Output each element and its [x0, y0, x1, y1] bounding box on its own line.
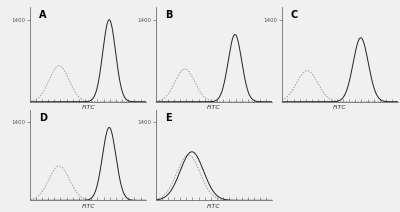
X-axis label: FITC: FITC: [333, 105, 347, 110]
X-axis label: FITC: FITC: [207, 105, 221, 110]
Text: E: E: [165, 113, 172, 123]
Text: A: A: [39, 10, 47, 20]
X-axis label: FITC: FITC: [207, 204, 221, 209]
Text: D: D: [39, 113, 47, 123]
Text: B: B: [165, 10, 172, 20]
X-axis label: FITC: FITC: [81, 204, 95, 209]
X-axis label: FITC: FITC: [81, 105, 95, 110]
Text: C: C: [291, 10, 298, 20]
